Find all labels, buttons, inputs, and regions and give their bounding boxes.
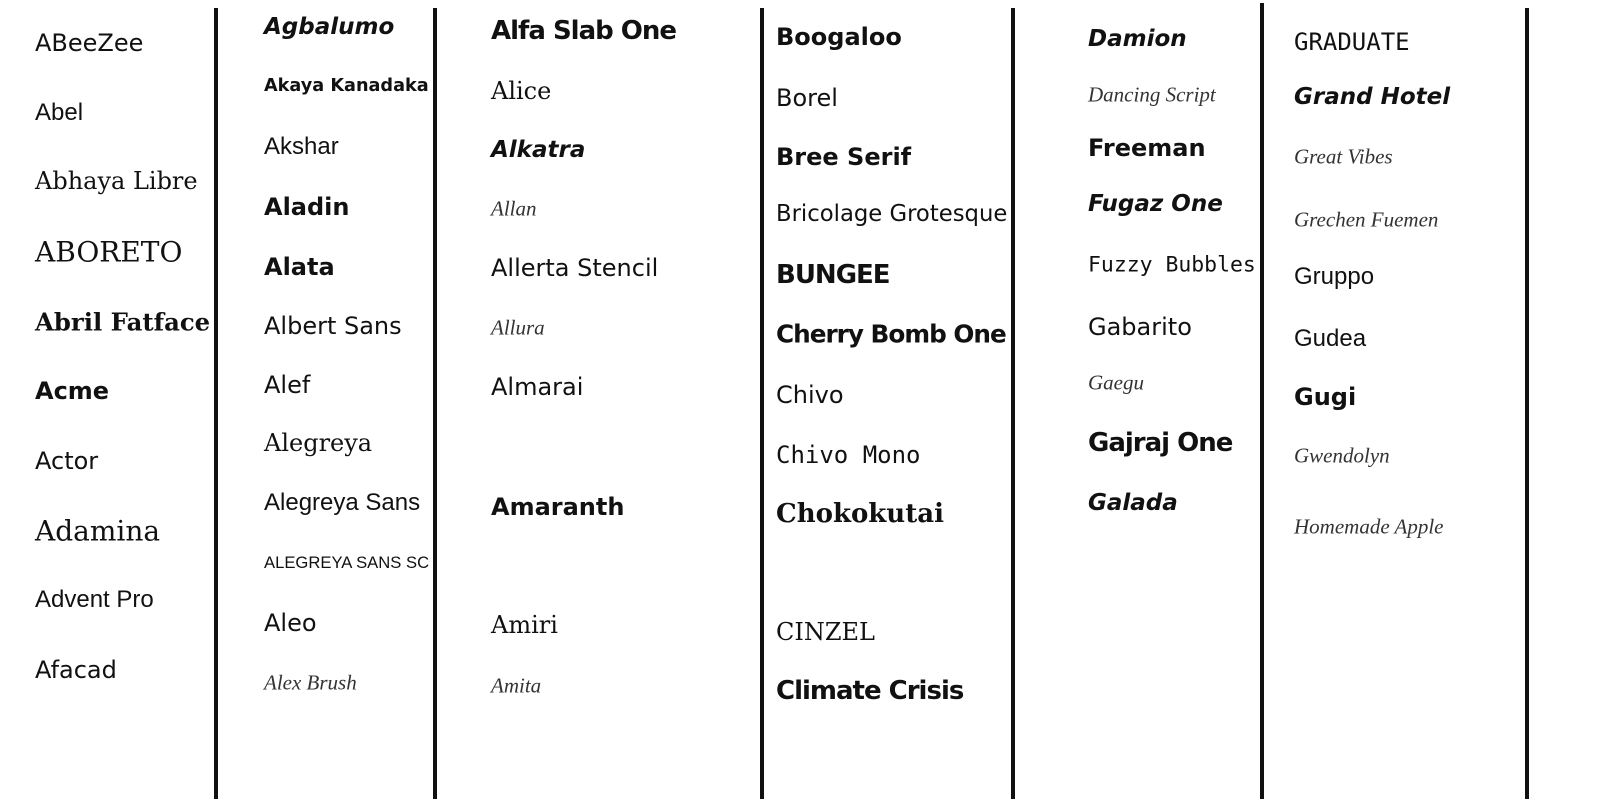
font-name: Gaegu — [1088, 370, 1144, 395]
font-name: Aladin — [264, 193, 350, 221]
divider — [1011, 8, 1015, 799]
font-name: Fuzzy Bubbles — [1088, 252, 1256, 278]
divider — [214, 8, 218, 799]
font-name: Fugaz One — [1088, 191, 1223, 217]
font-name: Alkatra — [491, 137, 586, 163]
font-name: ABORETO — [35, 235, 183, 269]
font-name: Alata — [264, 253, 335, 281]
divider — [433, 8, 437, 799]
divider — [760, 8, 764, 799]
font-name: Climate Crisis — [776, 676, 964, 706]
font-name: Borel — [776, 84, 838, 112]
font-name: Allerta Stencil — [491, 254, 659, 282]
font-name: Advent Pro — [35, 586, 154, 613]
font-name: Great Vibes — [1294, 144, 1393, 169]
divider — [1260, 3, 1264, 799]
font-name: Alef — [264, 371, 311, 399]
font-name: Cherry Bomb One — [776, 319, 1007, 349]
font-name: Allan — [491, 196, 537, 221]
font-name: Abhaya Libre — [35, 167, 198, 195]
font-name: Galada — [1088, 490, 1178, 516]
font-name: Gruppo — [1294, 263, 1375, 290]
font-name: Bree Serif — [776, 143, 912, 171]
font-name: Gabarito — [1088, 313, 1192, 341]
font-name: Albert Sans — [264, 312, 402, 340]
font-name: Alex Brush — [264, 670, 357, 695]
font-name: Amiri — [491, 611, 558, 639]
font-name: Akshar — [264, 133, 339, 160]
font-name: Homemade Apple — [1294, 514, 1444, 539]
font-name: Agbalumo — [264, 14, 395, 40]
font-name: Chokokutai — [776, 499, 944, 529]
font-name: Abril Fatface — [35, 307, 211, 337]
font-name: GRADUATE — [1294, 28, 1410, 56]
font-name: Chivo — [776, 381, 844, 409]
font-name: Dancing Script — [1088, 82, 1216, 107]
font-name: Freeman — [1088, 134, 1206, 162]
font-name: Alfa Slab One — [491, 16, 677, 46]
font-name: BUNGEE — [776, 260, 891, 290]
font-name: Akaya Kanadaka — [264, 76, 429, 96]
divider — [1525, 8, 1529, 799]
font-name: Amita — [491, 673, 542, 698]
font-name: Alegreya — [264, 429, 373, 457]
font-name: Alice — [491, 77, 552, 105]
font-name: Chivo Mono — [776, 441, 921, 469]
font-name: ALEGREYA SANS SC — [264, 553, 430, 572]
font-name: Gudea — [1294, 325, 1367, 352]
font-name: Grand Hotel — [1294, 84, 1451, 110]
font-name: Bricolage Grotesque — [776, 201, 1008, 227]
font-name: Damion — [1088, 26, 1187, 52]
font-name: Grechen Fuemen — [1294, 207, 1439, 232]
font-name: Allura — [491, 315, 545, 340]
font-name: Abel — [35, 99, 84, 126]
font-name: Almarai — [491, 373, 584, 401]
font-name: Aleo — [264, 609, 317, 637]
font-name: Gwendolyn — [1294, 443, 1390, 468]
font-name: ABeeZee — [35, 29, 144, 57]
font-name: Gajraj One — [1088, 428, 1233, 458]
font-name: Acme — [35, 377, 110, 405]
font-name: Adamina — [35, 514, 161, 548]
font-name: Boogaloo — [776, 23, 902, 51]
font-name: Afacad — [35, 656, 117, 684]
font-name: Gugi — [1294, 383, 1357, 411]
font-name: Alegreya Sans — [264, 489, 421, 516]
font-name: CINZEL — [776, 618, 875, 646]
font-name: Amaranth — [491, 493, 625, 521]
font-name: Actor — [35, 447, 99, 475]
